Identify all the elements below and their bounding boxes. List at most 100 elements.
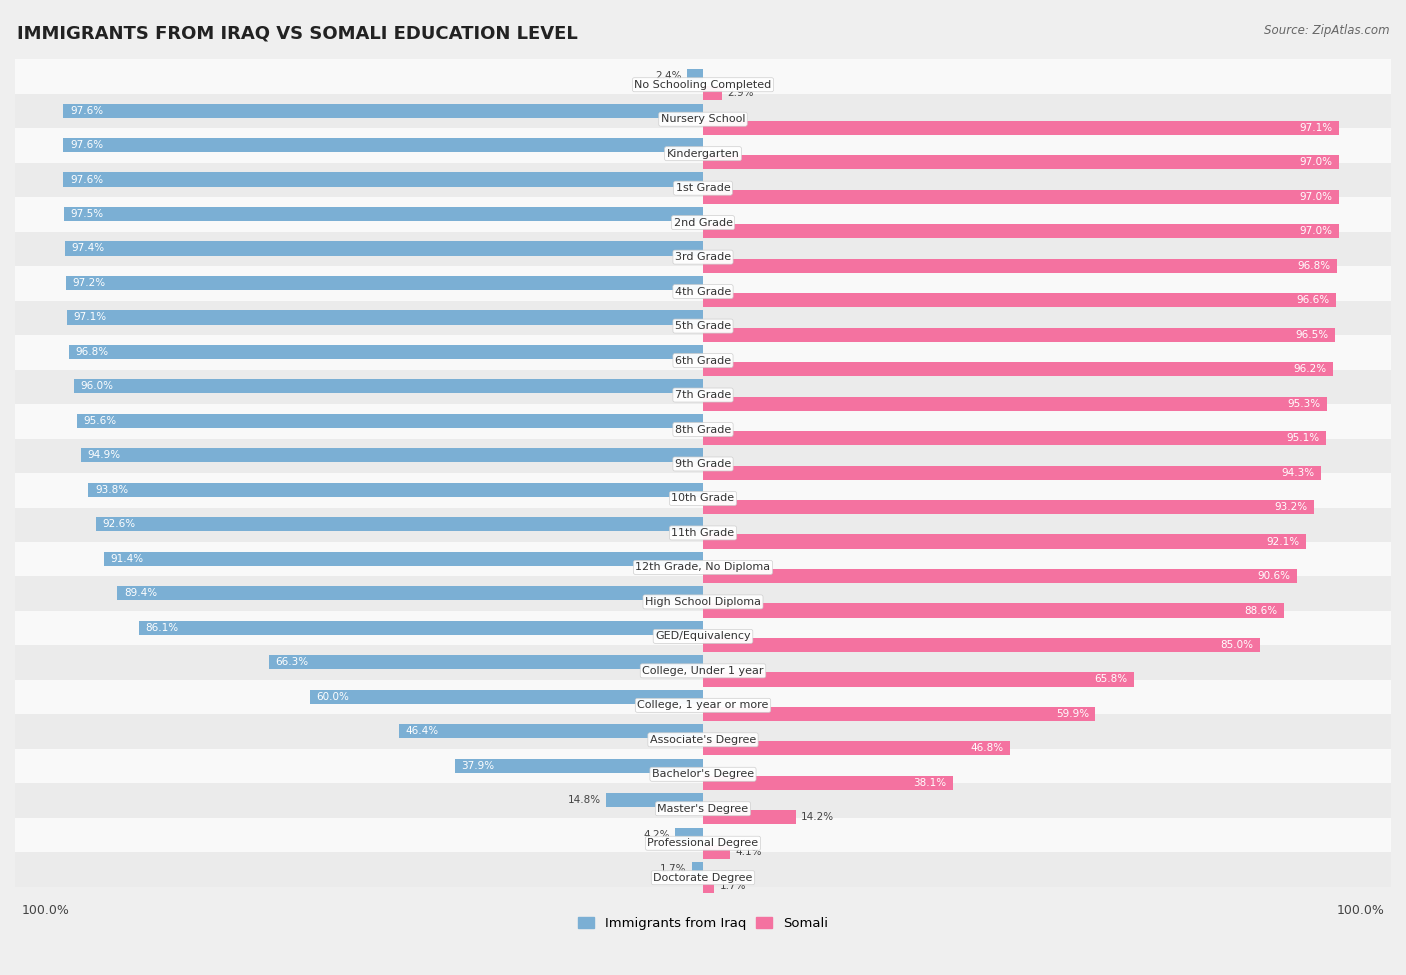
Bar: [15, 818, 1391, 852]
Bar: [15, 439, 1391, 473]
Bar: [75, 379, 703, 394]
Text: High School Diploma: High School Diploma: [645, 597, 761, 606]
Text: 3rd Grade: 3rd Grade: [675, 253, 731, 262]
Bar: [454, 759, 703, 773]
Text: 89.4%: 89.4%: [124, 588, 157, 599]
Text: 11th Grade: 11th Grade: [672, 527, 734, 538]
Text: Associate's Degree: Associate's Degree: [650, 735, 756, 745]
Bar: [82, 448, 703, 462]
Text: 9th Grade: 9th Grade: [675, 459, 731, 469]
Bar: [309, 689, 703, 704]
Bar: [703, 604, 1284, 617]
Bar: [15, 129, 1391, 163]
Text: 66.3%: 66.3%: [276, 657, 308, 667]
Text: 96.2%: 96.2%: [1294, 365, 1327, 374]
Text: 4.1%: 4.1%: [735, 847, 762, 857]
Bar: [703, 844, 730, 859]
Bar: [15, 335, 1391, 370]
Text: 46.4%: 46.4%: [405, 726, 439, 736]
Bar: [65, 207, 703, 221]
Text: 94.9%: 94.9%: [87, 450, 121, 460]
Text: 8th Grade: 8th Grade: [675, 424, 731, 435]
Bar: [15, 715, 1391, 749]
Bar: [269, 655, 703, 669]
Text: 59.9%: 59.9%: [1056, 709, 1088, 719]
Text: 6th Grade: 6th Grade: [675, 356, 731, 366]
Bar: [96, 518, 703, 531]
Bar: [15, 300, 1391, 335]
Bar: [703, 397, 1327, 410]
Text: 46.8%: 46.8%: [970, 743, 1002, 754]
Bar: [675, 828, 703, 841]
Text: 7th Grade: 7th Grade: [675, 390, 731, 400]
Text: 85.0%: 85.0%: [1220, 640, 1253, 650]
Text: 97.1%: 97.1%: [73, 312, 107, 323]
Bar: [703, 190, 1339, 204]
Bar: [15, 94, 1391, 129]
Bar: [66, 310, 703, 325]
Bar: [692, 862, 703, 877]
Bar: [15, 59, 1391, 94]
Text: 93.2%: 93.2%: [1274, 502, 1308, 512]
Text: 2nd Grade: 2nd Grade: [673, 217, 733, 227]
Bar: [76, 413, 703, 428]
Text: 96.5%: 96.5%: [1295, 330, 1329, 339]
Text: 97.0%: 97.0%: [1299, 192, 1331, 202]
Bar: [606, 793, 703, 807]
Text: 14.8%: 14.8%: [568, 796, 600, 805]
Bar: [15, 852, 1391, 886]
Text: 2.4%: 2.4%: [655, 71, 682, 81]
Bar: [15, 404, 1391, 439]
Bar: [703, 86, 723, 100]
Legend: Immigrants from Iraq, Somali: Immigrants from Iraq, Somali: [572, 912, 834, 935]
Bar: [703, 431, 1326, 446]
Bar: [703, 121, 1340, 135]
Text: 10th Grade: 10th Grade: [672, 493, 734, 503]
Bar: [15, 232, 1391, 266]
Bar: [703, 776, 953, 790]
Bar: [703, 741, 1010, 756]
Text: 4.2%: 4.2%: [644, 830, 671, 839]
Bar: [65, 242, 703, 255]
Bar: [703, 465, 1320, 480]
Bar: [703, 569, 1296, 583]
Text: 2.9%: 2.9%: [727, 89, 754, 98]
Bar: [703, 293, 1336, 307]
Text: 97.6%: 97.6%: [70, 175, 103, 184]
Text: 90.6%: 90.6%: [1257, 571, 1291, 581]
Bar: [703, 707, 1095, 721]
Bar: [15, 508, 1391, 542]
Bar: [703, 155, 1339, 170]
Bar: [15, 266, 1391, 300]
Bar: [15, 749, 1391, 783]
Bar: [399, 724, 703, 738]
Text: Bachelor's Degree: Bachelor's Degree: [652, 769, 754, 779]
Bar: [66, 276, 703, 290]
Text: IMMIGRANTS FROM IRAQ VS SOMALI EDUCATION LEVEL: IMMIGRANTS FROM IRAQ VS SOMALI EDUCATION…: [17, 24, 578, 42]
Text: 97.2%: 97.2%: [73, 278, 105, 288]
Text: 97.4%: 97.4%: [72, 244, 104, 254]
Text: 97.0%: 97.0%: [1299, 157, 1331, 168]
Text: 14.2%: 14.2%: [801, 812, 834, 822]
Text: 1st Grade: 1st Grade: [676, 183, 730, 193]
Bar: [703, 224, 1339, 238]
Text: Kindergarten: Kindergarten: [666, 148, 740, 159]
Bar: [703, 328, 1336, 342]
Text: 4th Grade: 4th Grade: [675, 287, 731, 296]
Bar: [15, 473, 1391, 508]
Text: 97.6%: 97.6%: [70, 105, 103, 116]
Text: 88.6%: 88.6%: [1244, 605, 1277, 615]
Text: 86.1%: 86.1%: [145, 623, 179, 633]
Bar: [15, 197, 1391, 232]
Bar: [15, 576, 1391, 611]
Bar: [63, 103, 703, 118]
Text: Master's Degree: Master's Degree: [658, 803, 748, 814]
Bar: [703, 673, 1135, 686]
Text: Professional Degree: Professional Degree: [647, 838, 759, 848]
Text: 93.8%: 93.8%: [96, 485, 128, 495]
Text: 5th Grade: 5th Grade: [675, 321, 731, 332]
Text: Doctorate Degree: Doctorate Degree: [654, 873, 752, 882]
Text: 95.3%: 95.3%: [1288, 399, 1320, 409]
Bar: [89, 483, 703, 497]
Bar: [117, 586, 703, 601]
